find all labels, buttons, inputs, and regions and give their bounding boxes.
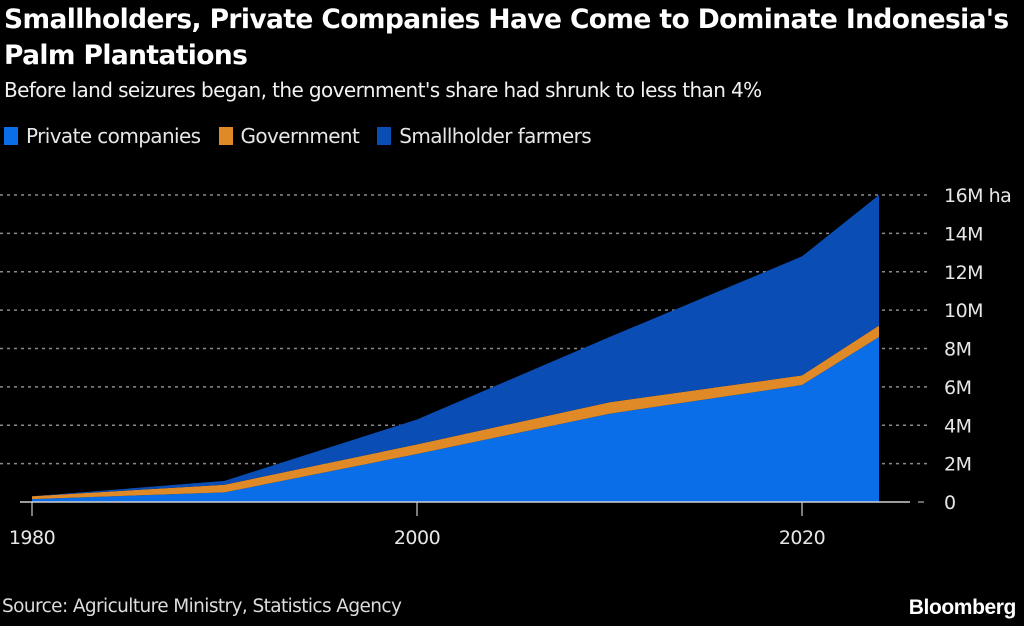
- source-note: Source: Agriculture Ministry, Statistics…: [2, 596, 402, 617]
- bloomberg-logo: Bloomberg: [908, 596, 1017, 619]
- legend-swatch-government: [218, 127, 233, 145]
- chart-subtitle: Before land seizures began, the governme…: [4, 78, 762, 102]
- area-smallholder: [32, 195, 879, 497]
- y-tick-label: 12M: [944, 262, 983, 284]
- legend-label-private: Private companies: [26, 124, 201, 148]
- x-tick-label: 1980: [9, 527, 55, 549]
- axes: 1980 2000 2020: [9, 501, 910, 549]
- chart-title: Smallholders, Private Companies Have Com…: [4, 4, 1009, 71]
- x-tick-label: 2020: [779, 527, 825, 549]
- y-tick-label: 14M: [944, 223, 983, 245]
- legend-label-government: Government: [240, 124, 360, 148]
- y-tick-label: 0: [944, 492, 956, 514]
- legend-item-smallholder: Smallholder farmers: [377, 124, 592, 148]
- legend-swatch-smallholder: [377, 127, 392, 145]
- legend-label-smallholder: Smallholder farmers: [399, 124, 592, 148]
- y-tick-label: 10M: [944, 300, 983, 322]
- x-tick-label: 2000: [394, 527, 440, 549]
- legend-item-private: Private companies: [4, 124, 201, 148]
- y-tick-label: 16M ha: [944, 185, 1011, 207]
- y-tick-label: 2M: [944, 454, 971, 476]
- stacked-areas: [32, 195, 879, 502]
- legend: Private companies Government Smallholder…: [4, 124, 609, 148]
- y-tick-label: 6M: [944, 377, 971, 399]
- legend-item-government: Government: [218, 124, 360, 148]
- y-tick-label: 4M: [944, 415, 971, 437]
- legend-swatch-private: [4, 127, 18, 145]
- y-tick-label: 8M: [944, 339, 971, 361]
- area-private: [32, 337, 879, 502]
